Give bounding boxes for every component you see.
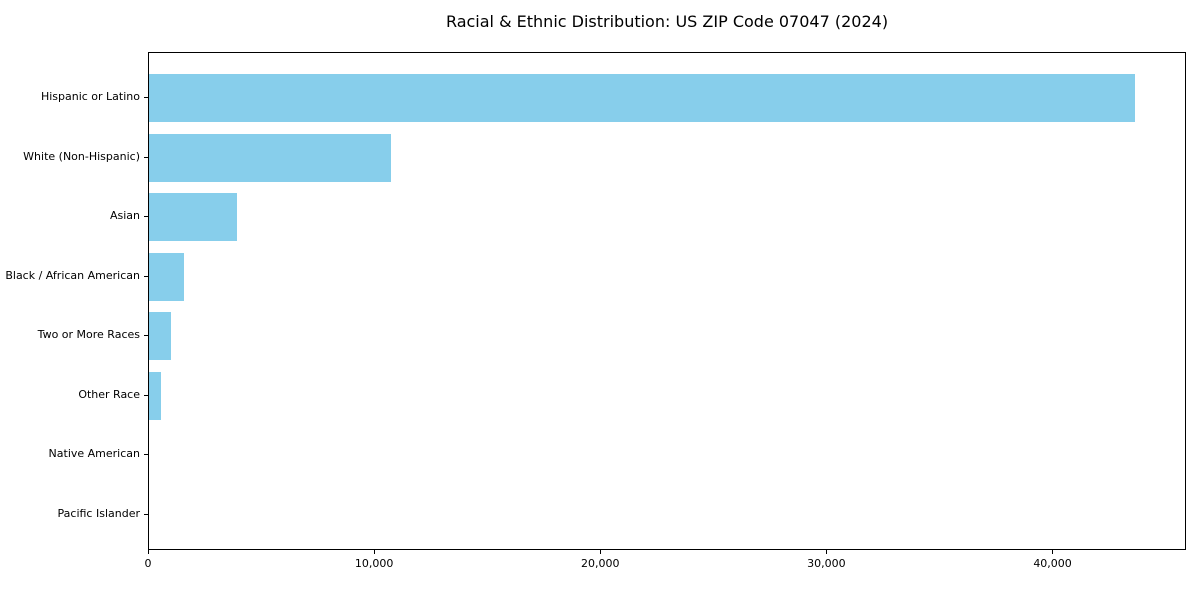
x-tick-label: 40,000 (1033, 557, 1072, 570)
x-tick-mark (147, 550, 149, 554)
bar-asian (149, 193, 238, 241)
bar-other-race (149, 371, 161, 420)
x-tick-label: 10,000 (354, 557, 394, 570)
plot-area (148, 52, 1186, 550)
y-tick-mark (144, 513, 148, 515)
y-tick-mark (144, 335, 148, 336)
bar-two-or-more-races (149, 312, 171, 360)
y-tick-mark (144, 97, 148, 98)
x-tick-label: 20,000 (581, 557, 620, 570)
x-tick-label: 30,000 (807, 557, 846, 570)
y-tick-label: Pacific Islander (57, 506, 140, 520)
bar-white-non-hispanic (149, 133, 391, 182)
x-tick-mark (825, 550, 827, 554)
chart-title: Racial & Ethnic Distribution: US ZIP Cod… (445, 12, 889, 31)
y-tick-label: Black / African American (5, 268, 140, 282)
y-tick-label: Hispanic or Latino (40, 90, 140, 103)
y-tick-mark (144, 454, 148, 455)
y-tick-label: White (Non-Hispanic) (23, 149, 140, 163)
x-tick-mark (1052, 550, 1054, 554)
bar-black-african-american (149, 252, 185, 301)
y-tick-label: Native American (48, 447, 140, 460)
y-tick-label: Other Race (78, 387, 140, 401)
y-tick-label: Two or More Races (37, 328, 140, 341)
y-tick-mark (144, 275, 148, 277)
x-tick-mark (373, 550, 375, 554)
x-tick-mark (599, 550, 601, 554)
x-tick-label: 0 (144, 557, 152, 570)
y-tick-label: Asian (109, 209, 140, 222)
bar-hispanic-or-latino (149, 74, 1135, 122)
y-tick-mark (144, 216, 148, 217)
y-tick-mark (144, 156, 148, 158)
y-tick-mark (144, 394, 148, 396)
